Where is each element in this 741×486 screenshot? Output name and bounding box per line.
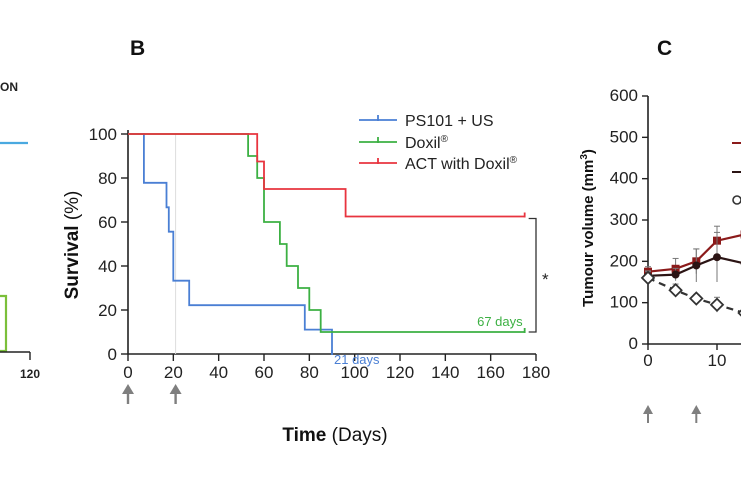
panel-c-legend-mark-3 (732, 195, 741, 205)
panel-b-x-tick-label: 40 (209, 363, 228, 382)
panel-b-x-tick-label: 180 (522, 363, 550, 382)
panel-c-marker (709, 297, 725, 313)
panel-c-y-axis-title-close: ) (580, 149, 597, 154)
panel-c-y-axis-title-main: Tumour volume (mm (580, 160, 597, 307)
panel-c-y-axis-title-sup: 3 (579, 154, 590, 160)
panel-b-y-tick-label: 20 (98, 301, 117, 320)
panel-c-y-tick-label: 600 (610, 86, 638, 105)
panel-a-fragment: ON 120 (0, 80, 40, 381)
panel-c-marker (671, 270, 680, 279)
panel-b-y-tick-label: 100 (89, 125, 117, 144)
panel-a-green-step (0, 294, 8, 353)
legend-label: PS101 + US (405, 113, 494, 130)
panel-b-x-tick-label: 20 (164, 363, 183, 382)
panel-b-y-tick-label: 0 (108, 345, 117, 364)
panel-c-marker (668, 282, 683, 298)
panel-b-series (128, 133, 526, 355)
panel-c-marker (640, 270, 656, 286)
legend-label: Doxil® (405, 134, 449, 152)
panel-c-y-tick-label: 500 (610, 127, 638, 146)
panel-b-x-tick-label: 0 (123, 363, 132, 382)
panel-c-x-tick-label: 10 (708, 351, 727, 370)
panel-b-y-axis-title-rest: (%) (62, 191, 83, 226)
panel-b-x-tick-label: 80 (300, 363, 319, 382)
panel-c-letter: C (657, 37, 672, 60)
legend-label-registered: ® (441, 134, 449, 145)
panel-c-axes: 0 100 200 300 400 500 600 0 10 (610, 86, 741, 423)
panel-c-series (640, 225, 741, 317)
panel-b-y-tick-label: 60 (98, 213, 117, 232)
panel-b-letter: B (130, 37, 145, 60)
panel-b-significance-bracket (528, 217, 537, 333)
panel-b-x-axis-title-bold: Time (282, 425, 326, 446)
panel-b-y-axis-title-bold: Survival (62, 225, 83, 299)
panel-b-annotation-blue: 21 days (334, 352, 380, 367)
legend-label-base: ACT with Doxil (405, 156, 510, 173)
treatment-arrow-icon (691, 405, 702, 414)
panel-b-x-tick-label: 60 (255, 363, 274, 382)
panel-c-y-tick-label: 100 (610, 293, 638, 312)
panel-b-x-tick-label: 140 (431, 363, 459, 382)
panel-c-y-tick-label: 0 (629, 334, 638, 353)
legend-label: ACT with Doxil® (405, 155, 518, 173)
panel-b-x-axis-title: Time (Days) (282, 425, 387, 446)
legend-label-base: Doxil (405, 135, 441, 152)
panel-b-annotation-green: 67 days (477, 314, 523, 329)
panel-c-y-tick-label: 300 (610, 210, 638, 229)
panel-b-x-axis-title-rest: (Days) (326, 425, 387, 446)
panel-b-series-line (128, 133, 525, 218)
panel-b-series-line (128, 133, 333, 354)
panel-b: B 0 20 40 60 80 100 0 20 40 60 80 100 120 140 160 180 P… (62, 37, 550, 446)
panel-c-y-tick-label: 200 (610, 251, 638, 270)
panel-b-y-tick-label: 40 (98, 257, 117, 276)
panel-b-x-tick-label: 100 (340, 363, 368, 382)
panel-b-annotations: 21 days 67 days * (334, 217, 549, 367)
treatment-arrow-icon (122, 384, 134, 394)
panel-b-y-tick-label: 80 (98, 169, 117, 188)
panel-b-y-axis-title: Survival (%) (62, 191, 83, 300)
treatment-arrow-icon (169, 384, 182, 394)
panel-b-significance-star: * (542, 270, 549, 289)
panel-c-y-tick-label: 400 (610, 169, 638, 188)
treatment-arrow-icon (643, 405, 653, 414)
panel-b-x-tick-label: 160 (476, 363, 504, 382)
panel-a-tick-label: 120 (20, 367, 40, 381)
panel-c-marker (692, 261, 701, 270)
panel-a-header-fragment: ON (0, 80, 18, 94)
panel-c-x-tick-label: 0 (643, 351, 652, 370)
legend-label-registered: ® (510, 155, 518, 166)
panel-c: C 0 100 200 300 400 500 600 0 10 Tumour volume (… (579, 37, 741, 423)
panel-c-marker (689, 291, 704, 306)
panel-c-y-axis-title: Tumour volume (mm3) (579, 149, 597, 307)
panel-c-marker (713, 253, 721, 262)
panel-b-x-tick-label: 120 (386, 363, 414, 382)
